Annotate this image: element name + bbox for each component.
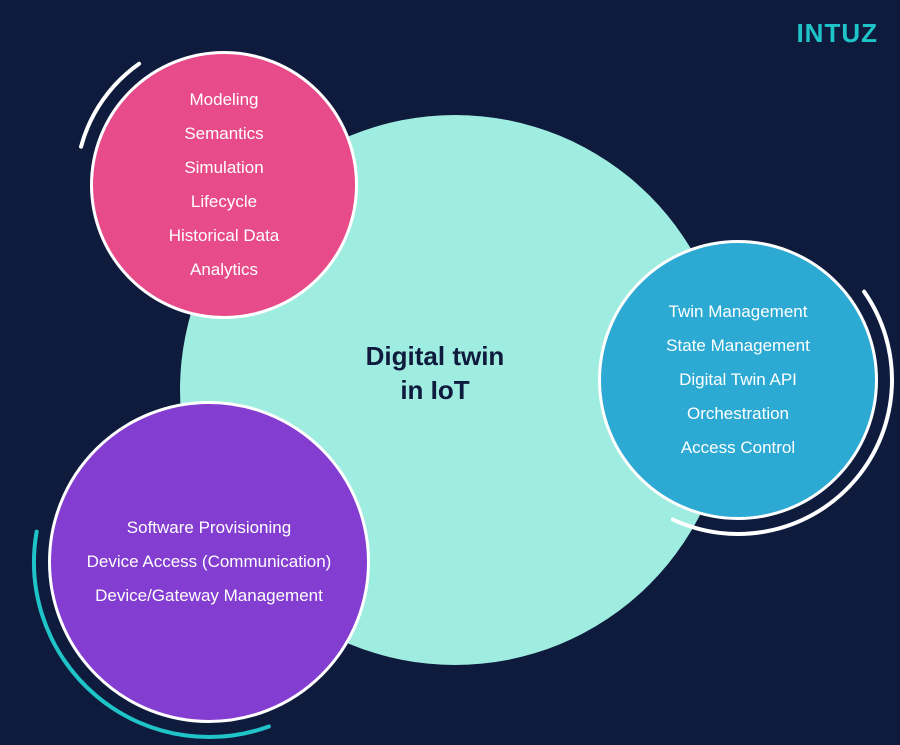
- cluster-device-item: Software Provisioning: [127, 511, 291, 545]
- cluster-device-item: Device Access (Communication): [87, 545, 332, 579]
- center-title-line1: Digital twin: [366, 341, 505, 371]
- cluster-modeling-item: Modeling: [190, 83, 259, 117]
- cluster-twin-mgmt: Twin ManagementState ManagementDigital T…: [598, 240, 878, 520]
- cluster-device-item: Device/Gateway Management: [95, 579, 323, 613]
- cluster-twin-mgmt-item: Digital Twin API: [679, 363, 797, 397]
- cluster-modeling-item: Historical Data: [169, 219, 280, 253]
- cluster-modeling-item: Analytics: [190, 253, 258, 287]
- diagram-canvas: INTUZ Digital twin in IoT ModelingSemant…: [0, 0, 900, 745]
- cluster-twin-mgmt-item: Orchestration: [687, 397, 789, 431]
- cluster-modeling-item: Lifecycle: [191, 185, 257, 219]
- cluster-twin-mgmt-item: Access Control: [681, 431, 795, 465]
- cluster-modeling-item: Semantics: [184, 117, 263, 151]
- brand-logo: INTUZ: [796, 18, 878, 49]
- center-title-line2: in IoT: [400, 375, 469, 405]
- center-title: Digital twin in IoT: [366, 340, 505, 408]
- cluster-twin-mgmt-item: Twin Management: [669, 295, 808, 329]
- cluster-modeling-item: Simulation: [184, 151, 263, 185]
- cluster-modeling: ModelingSemanticsSimulationLifecycleHist…: [90, 51, 358, 319]
- cluster-device: Software ProvisioningDevice Access (Comm…: [48, 401, 370, 723]
- cluster-twin-mgmt-item: State Management: [666, 329, 810, 363]
